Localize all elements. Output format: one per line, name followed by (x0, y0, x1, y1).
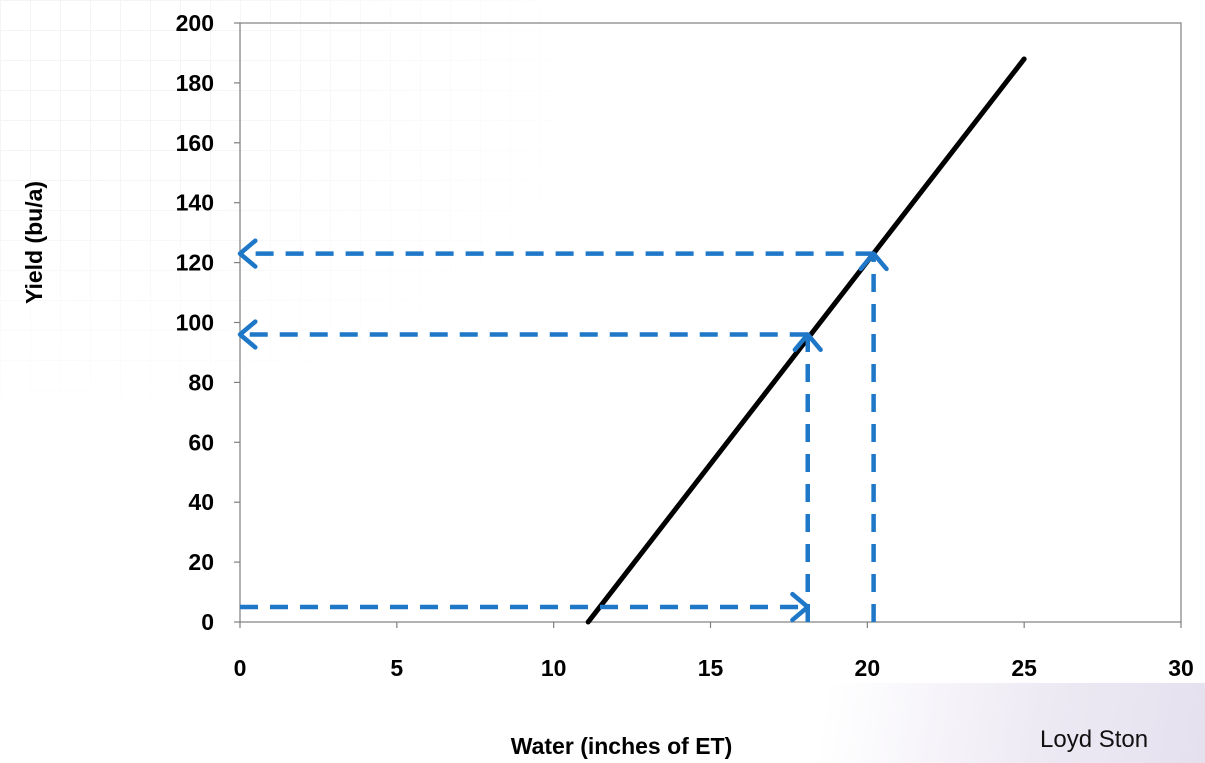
y-tick-label: 160 (176, 130, 214, 156)
y-tick-label: 80 (188, 369, 214, 395)
dashed-arrow (237, 319, 808, 350)
dashed-arrow (237, 238, 874, 269)
x-tick-label: 5 (390, 655, 403, 681)
plot-area-border (239, 22, 1182, 623)
x-tick-label: 15 (698, 655, 724, 681)
y-tick-label: 140 (176, 190, 214, 216)
arrow-head (237, 238, 258, 269)
background-grid (0, 0, 600, 420)
y-tick-label: 0 (201, 609, 214, 635)
arrow-head (237, 319, 258, 350)
x-tick-label: 10 (541, 655, 567, 681)
author-credit: Loyd Ston (1040, 726, 1149, 753)
x-tick-label: 0 (234, 655, 247, 681)
x-tick-label: 30 (1168, 655, 1194, 681)
y-tick-label: 100 (176, 310, 214, 336)
y-tick-label: 180 (176, 70, 214, 96)
y-tick-label: 200 (176, 10, 214, 36)
x-axis-title: Water (inches of ET) (511, 733, 733, 759)
x-tick-label: 25 (1011, 655, 1037, 681)
y-tick-label: 40 (188, 489, 214, 515)
y-axis-title: Yield (bu/a) (21, 181, 47, 304)
background-sheen (785, 683, 1205, 763)
x-tick-label: 20 (855, 655, 881, 681)
y-tick-label: 120 (176, 250, 214, 276)
dashed-arrow (858, 251, 889, 622)
y-tick-label: 20 (188, 549, 214, 575)
dashed-arrow (240, 591, 810, 623)
dashed-arrow (792, 332, 823, 622)
y-tick-label: 60 (188, 429, 214, 455)
